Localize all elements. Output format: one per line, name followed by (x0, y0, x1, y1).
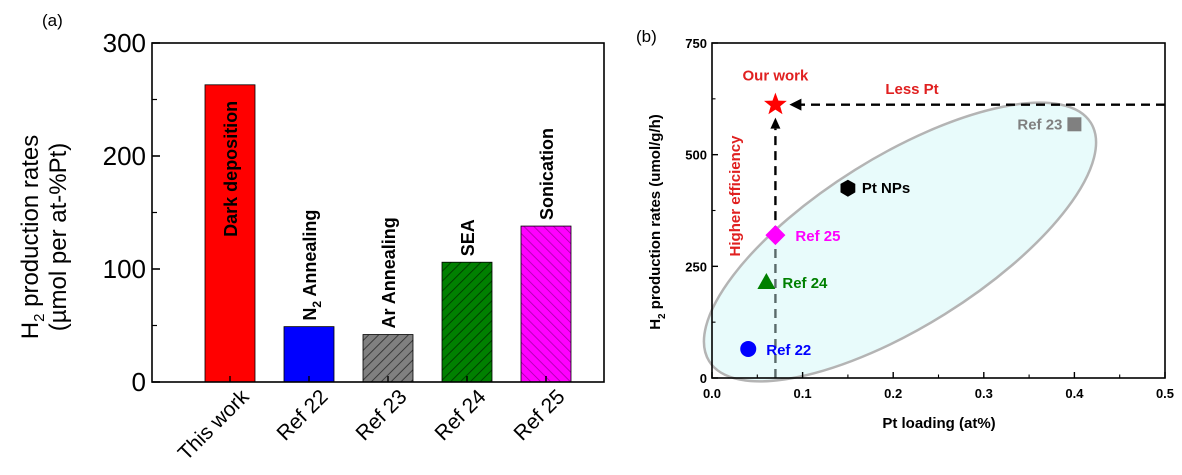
plot-frame-b (711, 42, 1166, 379)
x-tick-label-b: 0.0 (703, 386, 721, 401)
bar-label: N2 Annealing (300, 210, 324, 321)
point-ref-23 (1067, 117, 1082, 132)
point-pt-nps (840, 179, 856, 197)
y-tick-label-b: 500 (685, 148, 707, 163)
bar-ref-24 (441, 261, 493, 383)
x-axis-title-b: Pt loading (at%) (882, 415, 995, 432)
y-tick-label-a: 200 (103, 141, 146, 171)
x-tick-label-b: 0.5 (1156, 386, 1174, 401)
x-axis-a-tick-labels: This work Ref 22 Ref 23 Ref 24 Ref 25 (174, 376, 570, 465)
less-pt-arrowhead (789, 98, 802, 111)
bar-label: Dark deposition (221, 101, 241, 237)
y-tick-label-a: 0 (132, 367, 146, 397)
x-tick-label-b: 0.4 (1065, 386, 1084, 401)
point-ref-23-label: Ref 23 (1017, 116, 1062, 133)
y-tick-label-b: 0 (700, 371, 707, 386)
plot-frame-a (151, 42, 605, 383)
y-tick-label-a: 100 (103, 254, 146, 284)
point-ref-24-label: Ref 24 (782, 275, 828, 292)
bar-ref-25 (520, 225, 572, 383)
y-tick-label-a: 300 (103, 28, 146, 58)
y-axis-title-a-line1: H2 production rates (17, 135, 48, 339)
point-pt-nps-label: Pt NPs (862, 180, 910, 197)
scatter-chart-panel: (b) H2 production rates (umol/g/h) Pt lo… (636, 27, 1174, 432)
guide-arrows (770, 98, 1165, 378)
scatter-points: Our work Ref 23 Pt NPs Ref 25 Ref 24 Ref 22 (740, 68, 1082, 359)
x-tick-label-a: Ref 22 (273, 385, 333, 445)
y-axis-a-ticks: 0 100 200 300 (103, 28, 160, 397)
point-ref-25 (765, 225, 786, 246)
y-tick-label-b: 250 (685, 259, 707, 274)
efficiency-arrowhead (770, 117, 781, 129)
point-our-work-label: Our work (742, 68, 809, 85)
y-tick-label-b: 750 (685, 36, 707, 51)
point-ref-25-label: Ref 25 (795, 228, 840, 245)
x-tick-label-a: Ref 25 (510, 385, 570, 445)
x-tick-label-a: This work (174, 385, 254, 465)
bar-ref-22 (283, 326, 335, 383)
panel-label-a: (a) (42, 11, 63, 30)
bar-label: SEA (458, 219, 478, 256)
x-tick-label-b: 0.3 (975, 386, 993, 401)
ellipse-region (702, 101, 1098, 383)
bar-ref-23 (362, 334, 414, 383)
bar-label: Ar Annealing (379, 217, 399, 328)
x-tick-label-b: 0.2 (884, 386, 902, 401)
point-our-work (764, 92, 787, 115)
bar-label: Sonication (537, 128, 557, 220)
y-axis-title-b: H2 production rates (umol/g/h) (647, 114, 668, 330)
bar-chart-panel: (a) H2 production rates (µmol per at-%Pt… (17, 11, 605, 465)
point-ref-22 (740, 340, 757, 357)
x-tick-label-a: Ref 23 (352, 385, 412, 445)
bars: Dark deposition N2 Annealing Ar Annealing S… (204, 84, 572, 383)
annotation-less-pt: Less Pt (885, 81, 938, 98)
x-tick-label-a: Ref 24 (431, 385, 491, 445)
point-ref-22-label: Ref 22 (766, 342, 811, 359)
y-axis-title-a-line2: (µmol per at-%Pt) (45, 143, 72, 332)
x-tick-label-b: 0.1 (794, 386, 812, 401)
panel-label-b: (b) (636, 27, 657, 46)
point-ref-24 (757, 272, 776, 289)
annotation-higher-efficiency: Higher efficiency (727, 135, 744, 257)
